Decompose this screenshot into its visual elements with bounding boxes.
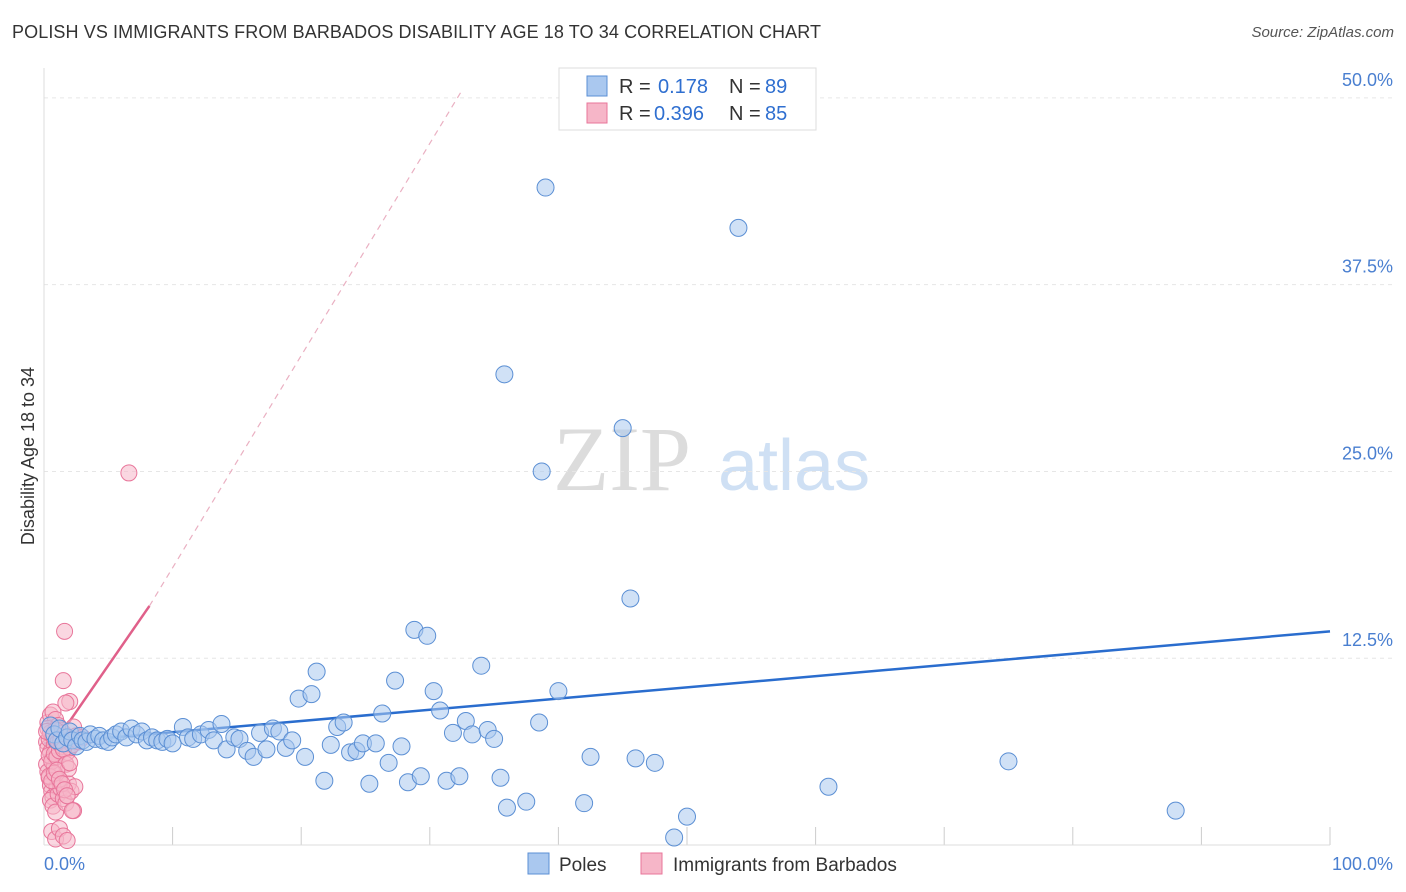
poles-point: [212, 714, 231, 733]
y-tick-label-1: 25.0%: [1342, 443, 1393, 463]
poles-point: [424, 682, 443, 701]
legend-n-label-poles: N =: [729, 76, 761, 98]
poles-point: [472, 656, 491, 675]
poles-point: [443, 723, 462, 742]
barbados-trend-extension: [148, 90, 463, 607]
poles-point: [621, 589, 640, 608]
poles-point: [495, 365, 514, 384]
poles-point: [626, 749, 645, 768]
y-tick-label-0: 12.5%: [1342, 630, 1393, 650]
y-axis-label: Disability Age 18 to 34: [18, 367, 38, 545]
poles-point: [321, 735, 340, 754]
x-tick-label-0: 0.0%: [44, 854, 85, 874]
poles-point: [575, 794, 594, 813]
poles-point: [549, 682, 568, 701]
poles-point: [645, 753, 664, 772]
barbados-point: [120, 464, 138, 482]
barbados-point: [63, 802, 81, 820]
poles-point: [257, 740, 276, 759]
poles-point: [418, 626, 437, 645]
poles-point: [491, 768, 510, 787]
poles-point: [530, 713, 549, 732]
legend-r-value-barbados: 0.396: [654, 103, 704, 125]
poles-point: [411, 767, 430, 786]
legend-swatch-barbados: [586, 102, 608, 124]
poles-point: [431, 701, 450, 720]
legend-r-label-barbados: R =: [619, 103, 651, 125]
poles-trend-line: [43, 630, 1331, 745]
poles-point: [334, 713, 353, 732]
poles-point: [307, 662, 326, 681]
poles-point: [497, 798, 516, 817]
legend-n-value-barbados: 85: [765, 103, 787, 125]
legend-n-value-poles: 89: [765, 76, 787, 98]
poles-point: [360, 774, 379, 793]
barbados-point: [57, 694, 75, 712]
poles-point: [819, 777, 838, 796]
poles-point: [485, 729, 504, 748]
poles-point: [204, 731, 223, 750]
poles-point: [532, 462, 551, 481]
y-tick-label-2: 37.5%: [1342, 257, 1393, 277]
poles-point: [517, 792, 536, 811]
barbados-points: [38, 464, 138, 850]
poles-point: [729, 218, 748, 237]
gridlines: [44, 97, 1394, 845]
poles-point: [392, 737, 411, 756]
legend-r-label-poles: R =: [619, 76, 651, 98]
poles-point: [270, 722, 289, 741]
poles-point: [450, 767, 469, 786]
poles-point: [613, 419, 632, 438]
legend-r-value-poles: 0.178: [658, 76, 708, 98]
poles-point: [1166, 801, 1185, 820]
poles-point: [302, 685, 321, 704]
bottom-legend-swatch-barbados: [640, 852, 663, 875]
barbados-point: [56, 622, 74, 640]
barbados-point: [58, 832, 76, 850]
bottom-legend-swatch-poles: [527, 852, 550, 875]
legend: R = 0.178 N = 89 R = 0.396 N = 85: [558, 67, 817, 131]
legend-swatch-poles: [586, 75, 608, 97]
poles-point: [283, 731, 302, 750]
bottom-legend-label-barbados: Immigrants from Barbados: [673, 855, 897, 876]
poles-point: [163, 734, 182, 753]
poles-point: [665, 828, 684, 847]
poles-point: [536, 178, 555, 197]
tick-labels: 12.5% 25.0% 37.5% 50.0% 0.0% 100.0%: [44, 70, 1393, 874]
poles-point: [678, 807, 696, 826]
bottom-legend-label-poles: Poles: [559, 855, 607, 876]
poles-point: [296, 747, 315, 766]
legend-n-label-barbados: N =: [729, 103, 761, 125]
watermark-atlas: atlas: [718, 426, 870, 506]
chart-title: POLISH VS IMMIGRANTS FROM BARBADOS DISAB…: [12, 22, 822, 42]
y-tick-label-3: 50.0%: [1342, 70, 1393, 90]
poles-points: [41, 178, 1185, 847]
poles-point: [999, 752, 1018, 771]
bottom-legend: Poles Immigrants from Barbados: [527, 852, 897, 876]
barbados-point: [61, 754, 79, 772]
poles-point: [379, 753, 398, 772]
barbados-point: [58, 787, 76, 805]
source-label: Source: ZipAtlas.com: [1251, 24, 1394, 41]
poles-point: [463, 725, 482, 744]
poles-point: [373, 704, 392, 723]
watermark: ZIP atlas: [553, 408, 870, 510]
x-tick-label-1: 100.0%: [1332, 854, 1393, 874]
poles-point: [315, 771, 334, 790]
poles-point: [366, 734, 385, 753]
poles-point: [386, 671, 405, 690]
barbados-point: [54, 672, 72, 690]
poles-point: [581, 747, 600, 766]
